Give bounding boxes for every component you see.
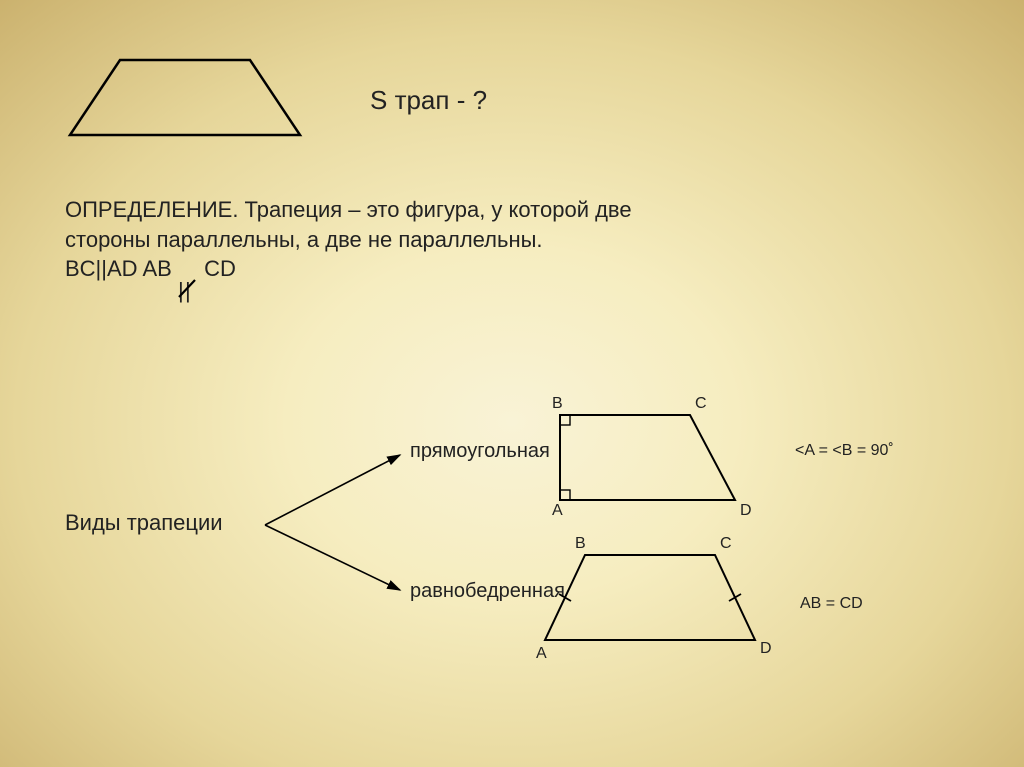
iso-trap-label-a: A <box>536 645 547 663</box>
right-trap-label-b: B <box>552 395 563 413</box>
iso-trapezoid-icon <box>530 540 790 670</box>
types-title: Виды трапеции <box>65 510 223 536</box>
def-line3-pre: BC||AD AB <box>65 256 172 281</box>
definition-line3: BC||AD AB | | CD <box>65 254 632 284</box>
right-trap-label-c: C <box>695 395 707 413</box>
iso-trap-label-b: B <box>575 535 586 553</box>
right-condition: <A = <B = 90˚ <box>795 442 894 460</box>
def-line3-post: CD <box>204 256 236 281</box>
definition-line1: ОПРЕДЕЛЕНИЕ. Трапеция – это фигура, у ко… <box>65 195 632 225</box>
slide-root: S трап - ? ОПРЕДЕЛЕНИЕ. Трапеция – это ф… <box>0 0 1024 767</box>
right-trap-label-a: A <box>552 502 563 520</box>
definition-block: ОПРЕДЕЛЕНИЕ. Трапеция – это фигура, у ко… <box>65 195 632 284</box>
type-right-label: прямоугольная <box>410 440 550 463</box>
right-trap-label-d: D <box>740 502 752 520</box>
title-formula: S трап - ? <box>370 85 487 116</box>
iso-condition: AB = CD <box>800 595 863 613</box>
iso-trap-label-d: D <box>760 640 772 658</box>
top-trapezoid-icon <box>60 45 310 155</box>
iso-trap-label-c: C <box>720 535 732 553</box>
definition-line2: стороны параллельны, а две не параллельн… <box>65 225 632 255</box>
